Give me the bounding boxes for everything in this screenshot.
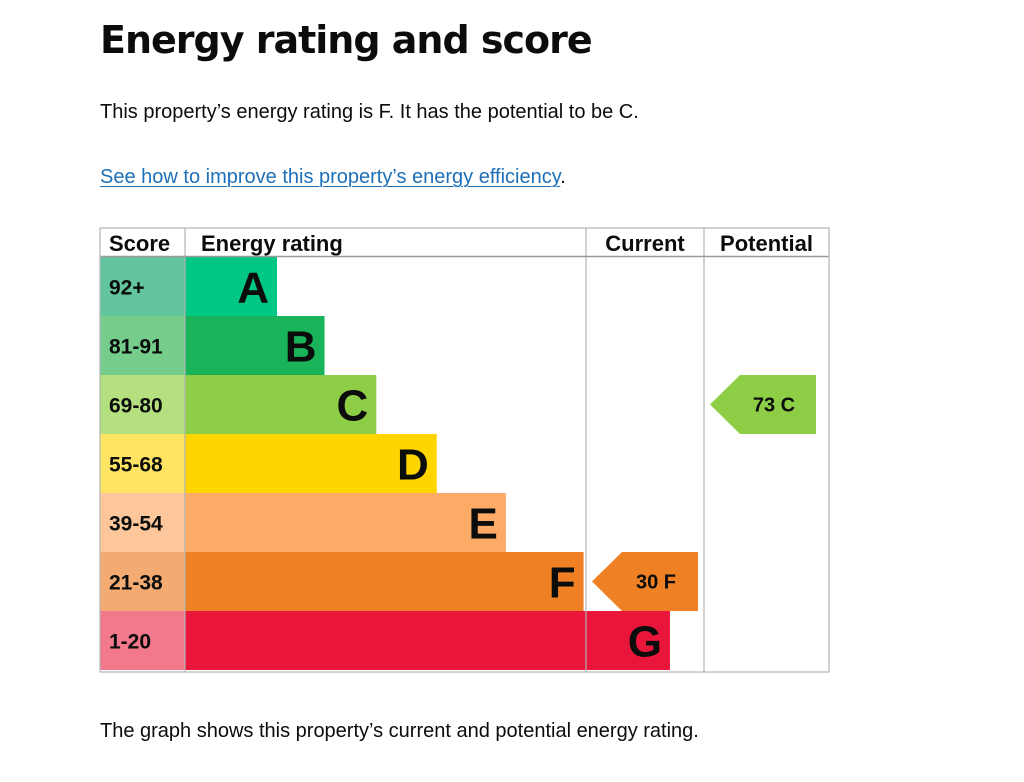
rating-bar-a [185,257,277,316]
chart-caption: The graph shows this property’s current … [100,720,699,742]
header-score: Score [109,231,170,256]
rating-bar-c [185,375,377,434]
score-range-g: 1-20 [109,631,151,654]
chart-border [99,227,830,673]
rating-letter-d: D [397,441,429,490]
rating-letter-e: E [469,500,498,549]
score-cell-a [100,257,185,316]
score-range-b: 81-91 [109,336,163,359]
rating-letter-g: G [628,618,662,667]
rating-letter-a: A [237,264,269,313]
rating-bar-e [185,493,506,552]
potential-rating-arrow [710,375,816,434]
score-range-a: 92+ [109,277,145,300]
current-rating-arrow [592,552,698,611]
improve-link-period: . [560,166,566,188]
rating-bar-f [185,552,584,611]
potential-rating-label: 73 C [753,395,795,417]
header-potential: Potential [720,231,813,256]
score-cell-c [100,375,185,434]
rating-summary: This property’s energy rating is F. It h… [100,101,639,123]
rating-letter-c: C [337,382,369,431]
current-rating-label: 30 F [636,572,676,594]
score-range-d: 55-68 [109,454,163,477]
score-range-f: 21-38 [109,572,163,595]
score-cell-f [100,552,185,611]
rating-bar-d [185,434,437,493]
rating-bar-b [185,316,325,375]
score-cell-g [100,611,185,670]
score-range-e: 39-54 [109,513,163,536]
score-cell-b [100,316,185,375]
page-title: Energy rating and score [100,18,593,62]
score-range-c: 69-80 [109,395,163,418]
improve-paragraph: See how to improve this property’s energ… [100,164,566,190]
rating-bar-g [185,611,670,670]
score-cell-e [100,493,185,552]
score-cell-d [100,434,185,493]
improve-efficiency-link[interactable]: See how to improve this property’s energ… [100,166,561,188]
header-energy-rating: Energy rating [201,231,343,256]
header-current: Current [605,231,685,256]
rating-letter-b: B [285,323,317,372]
rating-letter-f: F [549,559,576,608]
